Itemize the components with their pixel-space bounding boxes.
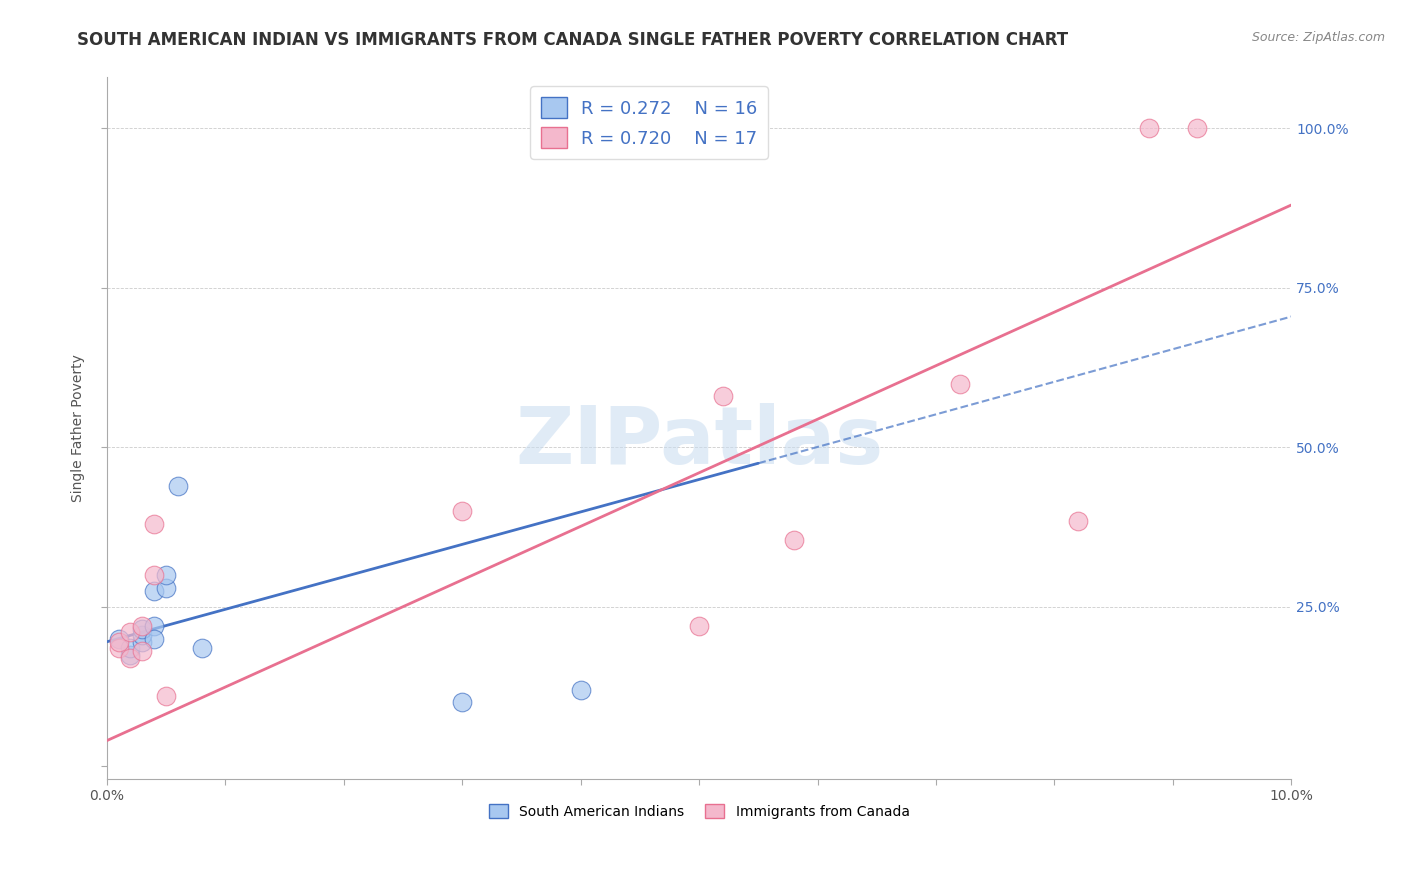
Point [1137,121,1160,136]
Point [949,376,972,391]
Point [107,635,129,649]
Point [747,121,769,136]
Point [190,641,212,656]
Point [143,567,166,582]
Point [143,516,166,531]
Point [143,583,166,598]
Point [155,581,177,595]
Point [711,389,734,403]
Point [120,648,142,662]
Point [451,695,474,709]
Text: ZIPatlas: ZIPatlas [515,403,883,481]
Point [120,625,142,640]
Point [107,641,129,656]
Point [143,619,166,633]
Point [1185,121,1208,136]
Point [131,644,153,658]
Text: Source: ZipAtlas.com: Source: ZipAtlas.com [1251,31,1385,45]
Point [569,682,592,697]
Point [131,619,153,633]
Point [131,635,153,649]
Point [120,650,142,665]
Legend: South American Indians, Immigrants from Canada: South American Indians, Immigrants from … [482,798,915,824]
Point [131,622,153,636]
Point [783,533,806,547]
Point [688,619,710,633]
Point [166,478,188,492]
Point [143,632,166,646]
Point [131,628,153,642]
Point [155,567,177,582]
Y-axis label: Single Father Poverty: Single Father Poverty [72,354,86,502]
Point [155,689,177,703]
Text: SOUTH AMERICAN INDIAN VS IMMIGRANTS FROM CANADA SINGLE FATHER POVERTY CORRELATIO: SOUTH AMERICAN INDIAN VS IMMIGRANTS FROM… [77,31,1069,49]
Point [107,632,129,646]
Point [1067,514,1090,528]
Point [120,641,142,656]
Point [451,504,474,518]
